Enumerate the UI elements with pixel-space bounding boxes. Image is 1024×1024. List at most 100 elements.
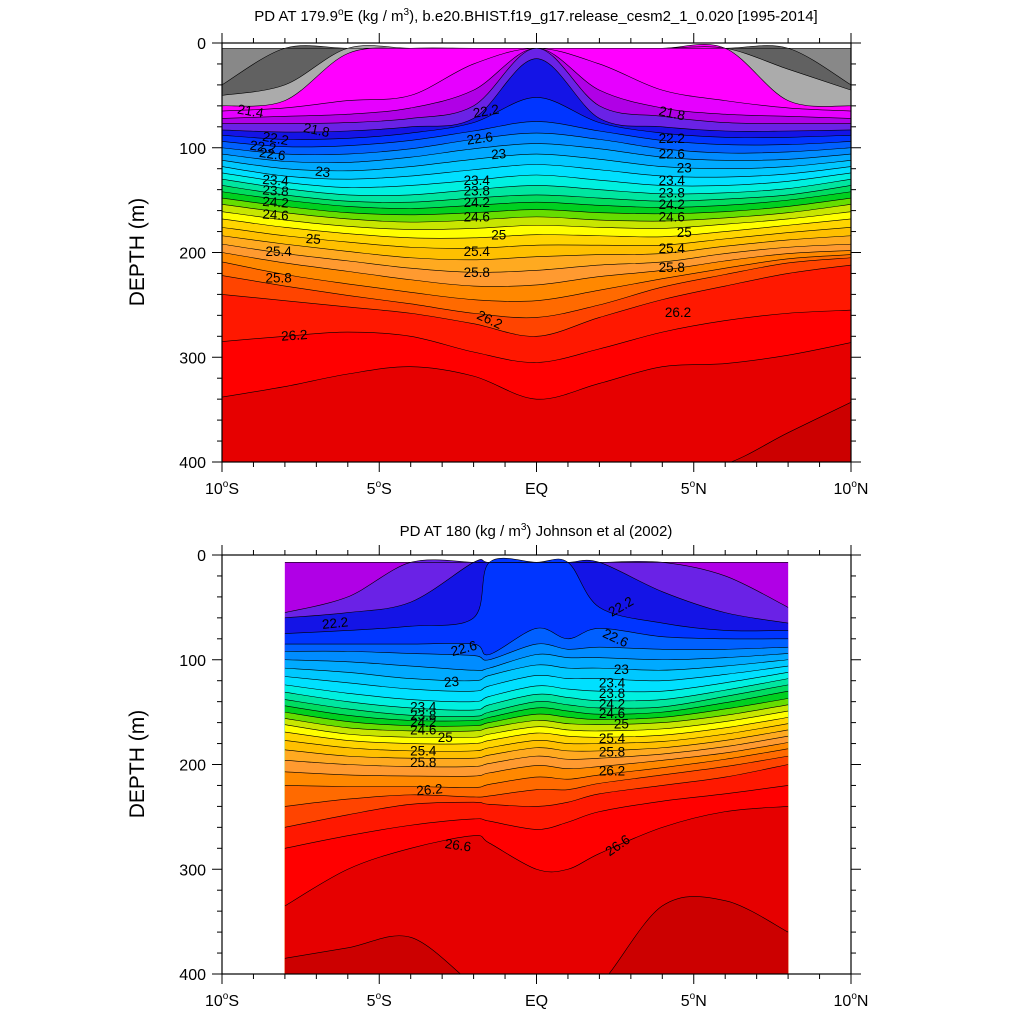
contour-label: 23.4	[599, 675, 626, 690]
contour-label: 25	[438, 730, 453, 745]
bottom-panel: PD AT 180 (kg / m3) Johnson et al (2002)…	[126, 522, 868, 1010]
y-tick-label: 300	[179, 350, 206, 367]
contour-line-24.8	[222, 218, 851, 239]
contour-line-24.6	[222, 211, 851, 230]
contour-line-23.6	[222, 178, 851, 196]
contour-label: 22.6	[659, 147, 685, 162]
top-panel-contour-labels: 21.421.822.222.222.62323.423.824.224.625…	[236, 102, 692, 344]
contour-line-24.4	[284, 704, 789, 732]
contour-line-26.8	[284, 896, 789, 974]
contour-label: 24.2	[262, 194, 289, 211]
contour-label: 26.2	[599, 763, 625, 778]
contour-line-22.8	[222, 143, 851, 164]
contour-line-25.4	[284, 735, 789, 768]
top-panel-ticks: 0 100 200 300 400 10oS 5oS EQ 5oN 10oN	[179, 33, 868, 498]
contour-label: 23.8	[262, 182, 289, 199]
y-tick-label: 0	[197, 36, 206, 53]
contour-label: 21.8	[302, 120, 331, 140]
x-tick-label: 5oN	[681, 479, 707, 498]
contour-label: 22.2	[261, 129, 289, 148]
x-tick-label: 10oS	[205, 479, 239, 498]
contour-line-24.2	[284, 698, 789, 727]
y-tick-label: 100	[179, 653, 206, 670]
contour-label: 25.8	[599, 745, 625, 760]
x-tick-label: 10oN	[834, 991, 869, 1010]
contour-label: 22.2	[249, 138, 277, 157]
contour-line-26.2	[222, 264, 851, 337]
contour-label: 21.8	[658, 103, 687, 123]
contour-line-22.6	[284, 643, 789, 661]
contour-label: 25	[305, 231, 321, 247]
contour-line-26.6	[284, 806, 789, 907]
top-panel-contour-lines	[222, 44, 851, 462]
contour-label: 22.2	[659, 131, 685, 146]
contour-line-22.6	[222, 132, 851, 156]
contour-label: 25	[491, 227, 506, 242]
bottom-panel-contour-lines	[284, 557, 789, 974]
contour-label: 24.6	[599, 706, 625, 721]
contour-label: 24.2	[410, 715, 436, 730]
contour-label: 23.4	[464, 173, 491, 188]
contour-line-23.6	[284, 678, 789, 711]
contour-label: 23	[677, 160, 692, 175]
contour-label: 22.2	[472, 102, 500, 121]
contour-label: 23.8	[599, 686, 625, 701]
contour-line-26.0	[222, 257, 851, 319]
contour-label: 23	[614, 662, 629, 677]
contour-line-24.6	[284, 710, 789, 738]
contour-line-25.6	[222, 250, 851, 287]
contour-label: 25	[614, 716, 629, 731]
contour-line-23.8	[284, 684, 789, 717]
contour-line-23.0	[222, 153, 851, 172]
x-tick-label: EQ	[525, 993, 548, 1010]
contour-line-26.8	[730, 402, 851, 462]
contour-label: 25.8	[464, 265, 490, 280]
contour-line-25.0	[284, 723, 789, 752]
contour-line-23.0	[284, 659, 789, 682]
top-panel: PD AT 179.9oE (kg / m3), b.e20.BHIST.f19…	[126, 7, 868, 498]
contour-line-24.0	[222, 191, 851, 209]
y-tick-label: 400	[179, 455, 206, 472]
contour-line-24.0	[284, 690, 789, 722]
bottom-panel-ticks: 0 100 200 300 400 10oS 5oS EQ 5oN 10oN	[179, 545, 868, 1010]
x-tick-label: 5oS	[367, 479, 392, 498]
contour-line-25.4	[222, 243, 851, 273]
contour-label: 22.2	[321, 614, 349, 632]
bottom-panel-title: PD AT 180 (kg / m3) Johnson et al (2002)	[400, 522, 673, 540]
contour-label: 25.8	[659, 260, 685, 275]
contour-line-26.2	[284, 764, 789, 828]
contour-line-22.8	[284, 653, 789, 671]
contour-label: 26.2	[665, 305, 691, 320]
contour-label: 24.6	[262, 207, 289, 224]
contour-label: 25.4	[599, 731, 626, 746]
contour-label: 24.2	[464, 195, 490, 210]
contour-line-23.2	[284, 665, 789, 692]
contour-band-26.8	[284, 896, 789, 974]
contour-line-22.4	[222, 121, 851, 148]
contour-label: 25.4	[659, 241, 686, 256]
x-tick-label: 5oS	[367, 991, 392, 1010]
contour-line-26.6	[222, 342, 851, 400]
contour-label: 22.6	[449, 638, 478, 659]
contour-line-24.8	[284, 717, 789, 745]
contour-label: 24.6	[464, 209, 490, 224]
contour-label: 26.2	[281, 327, 308, 344]
contour-label: 26.6	[444, 836, 472, 855]
bottom-panel-y-axis-label: DEPTH (m)	[126, 710, 149, 819]
top-panel-contour-fill	[222, 43, 851, 462]
x-tick-label: EQ	[525, 481, 548, 498]
contour-label: 25.8	[410, 755, 436, 770]
contour-line-22.2	[284, 557, 789, 634]
contour-label: 23.8	[659, 185, 685, 200]
contour-line-25.2	[284, 729, 789, 759]
contour-line-22.4	[284, 627, 789, 656]
top-panel-y-axis-label: DEPTH (m)	[126, 198, 149, 307]
contour-line-25.6	[284, 742, 789, 777]
contour-line-22.2	[222, 97, 851, 140]
x-tick-label: 5oN	[681, 991, 707, 1010]
y-tick-label: 200	[179, 758, 206, 775]
contour-label: 25.4	[265, 244, 292, 259]
y-tick-label: 200	[179, 246, 206, 263]
contour-label: 26.2	[416, 781, 443, 798]
contour-line-24.4	[222, 204, 851, 223]
